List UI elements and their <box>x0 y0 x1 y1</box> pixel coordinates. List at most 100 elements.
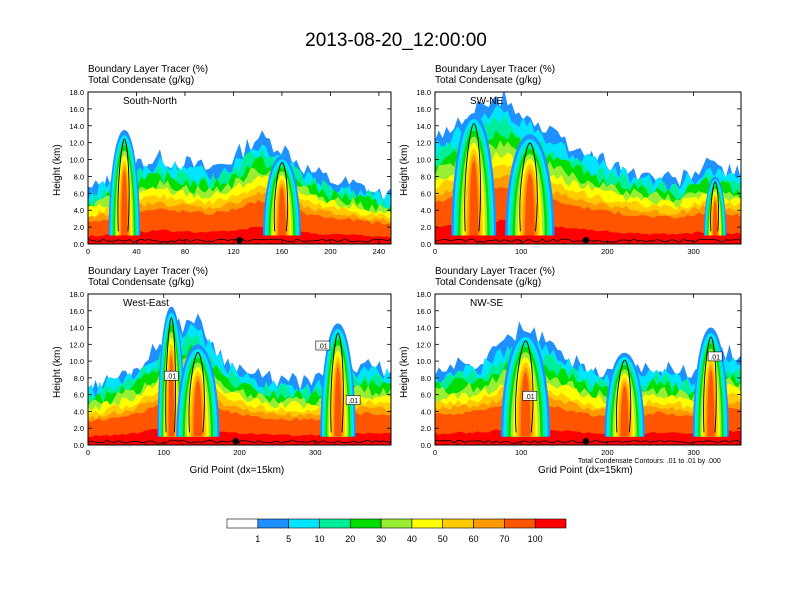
panel-cross-section-label: South-North <box>123 96 177 107</box>
panel-title-tracer: Boundary Layer Tracer (%) <box>88 64 209 75</box>
colorbar-level-label: 1 <box>255 534 261 544</box>
plot-frame <box>434 293 742 446</box>
plot-frame <box>87 91 392 245</box>
y-tick-label: 0.0 <box>421 240 431 249</box>
y-tick-label: 4.0 <box>421 407 431 416</box>
condensate-contour-2 <box>273 161 289 232</box>
y-tick-label: 14.0 <box>416 122 431 131</box>
condensate-contour-3 <box>330 332 344 433</box>
colorbar-level-label: 70 <box>499 534 510 544</box>
y-tick-label: 14.0 <box>69 324 84 333</box>
colorbar-swatch <box>257 518 289 529</box>
colorbar-swatch <box>349 518 382 529</box>
y-tick-label: 0.0 <box>74 441 84 450</box>
y-tick-label: 16.0 <box>69 307 84 316</box>
contour-label: .01 <box>318 344 328 351</box>
condensate-contour-1 <box>165 317 176 433</box>
y-tick-label: 14.0 <box>69 122 84 131</box>
contour-label-box <box>707 351 723 362</box>
y-tick-label: 8.0 <box>74 374 84 383</box>
condensate-contour-2 <box>188 351 205 433</box>
y-tick-label: 2.0 <box>74 223 84 232</box>
colorbar-level-label: 30 <box>376 534 387 544</box>
y-tick-label: 0.0 <box>421 441 431 450</box>
y-tick-label: 18.0 <box>416 290 431 299</box>
colorbar-swatch <box>288 518 320 529</box>
x-tick-label: 100 <box>157 448 170 457</box>
y-tick-label: 2.0 <box>421 223 431 232</box>
plume-2-band-9 <box>620 385 629 437</box>
x-tick-label: 120 <box>227 247 240 256</box>
condensate-contour-3 <box>710 181 719 232</box>
x-tick-label: 300 <box>309 448 322 457</box>
panel-2: 0.0 2.0 4.0 6.0 8.0 10.0 12.0 14.0 16.0 18.0 0 100 2… <box>416 88 742 256</box>
panel-4: .01 .01 0.0 2.0 4.0 6.0 8.0 10.0 12.0 14.0 16.0 18.… <box>416 290 742 457</box>
y-tick-label: 12.0 <box>416 139 431 148</box>
y-tick-label: 6.0 <box>74 391 84 400</box>
y-axis-label: Height (km) <box>52 144 63 196</box>
colorbar-swatch <box>442 518 474 529</box>
y-tick-label: 18.0 <box>416 88 431 97</box>
tracer-band-10 <box>88 226 391 244</box>
y-tick-label: 10.0 <box>69 156 84 165</box>
tracer-field <box>88 130 391 244</box>
panel-3: .01 .01 .01 0.0 2.0 4.0 6.0 8.0 10.0 12.0 14.0 16.0… <box>69 290 392 457</box>
panel-title-condensate: Total Condensate (g/kg) <box>435 75 542 86</box>
contour-footnote: Total Condensate Contours: .01 to .01 by… <box>578 458 721 465</box>
colorbar <box>226 518 567 529</box>
y-tick-label: 12.0 <box>69 139 84 148</box>
y-tick-label: 18.0 <box>69 88 84 97</box>
condensate-contour-3 <box>703 336 717 433</box>
contour-label-box <box>345 395 361 405</box>
tracer-field <box>435 92 741 244</box>
y-tick-label: 14.0 <box>416 324 431 333</box>
contour-label-box <box>315 340 331 351</box>
x-axis-label: Grid Point (dx=15km) <box>538 465 633 476</box>
condensate-contour-2 <box>615 359 632 433</box>
x-tick-label: 0 <box>86 448 90 457</box>
x-tick-label: 200 <box>601 247 614 256</box>
y-tick-label: 8.0 <box>74 172 84 181</box>
x-tick-label: 200 <box>601 448 614 457</box>
y-tick-label: 2.0 <box>74 424 84 433</box>
x-tick-label: 200 <box>233 448 246 457</box>
colorbar-swatch <box>534 518 567 529</box>
colorbar-level-label: 60 <box>468 534 479 544</box>
plume-3-band-9 <box>334 367 342 437</box>
plume-3-band-9 <box>707 369 715 437</box>
y-tick-label: 18.0 <box>69 290 84 299</box>
panel-title-condensate: Total Condensate (g/kg) <box>435 277 542 288</box>
contour-label: .01 <box>525 394 535 401</box>
panel-1: 0.0 2.0 4.0 6.0 8.0 10.0 12.0 14.0 16.0 18.0 0 40 80… <box>69 88 392 256</box>
x-tick-label: 200 <box>324 247 337 256</box>
x-tick-label: 0 <box>433 448 437 457</box>
y-tick-label: 4.0 <box>74 407 84 416</box>
y-tick-label: 10.0 <box>416 357 431 366</box>
y-tick-label: 6.0 <box>74 189 84 198</box>
tracer-field <box>435 321 741 445</box>
colorbar-swatch <box>504 518 536 529</box>
colorbar-swatch <box>319 518 351 529</box>
contour-label: .01 <box>166 374 176 381</box>
x-tick-label: 240 <box>373 247 386 256</box>
plume-1-band-9 <box>520 372 531 437</box>
colorbar-level-label: 50 <box>437 534 448 544</box>
plot-frame <box>434 91 742 245</box>
plume-2-band-9 <box>193 380 203 437</box>
colorbar-swatch <box>380 518 413 529</box>
y-axis-label: Height (km) <box>399 144 410 196</box>
x-tick-label: 300 <box>687 247 700 256</box>
y-axis-label: Height (km) <box>399 345 410 398</box>
condensate-contour-2 <box>519 142 538 232</box>
plume-1-band-9 <box>121 171 128 236</box>
tracer-field <box>88 306 391 445</box>
panel-cross-section-label: West-East <box>123 298 169 309</box>
y-tick-label: 0.0 <box>74 240 84 249</box>
panel-title-tracer: Boundary Layer Tracer (%) <box>435 266 556 277</box>
figure-title: 2013-08-20_12:00:00 <box>305 30 487 51</box>
y-tick-label: 16.0 <box>416 307 431 316</box>
panel-cross-section-label: NW-SE <box>470 298 504 309</box>
condensate-contour-1 <box>464 123 482 232</box>
contour-label-box <box>164 370 179 381</box>
